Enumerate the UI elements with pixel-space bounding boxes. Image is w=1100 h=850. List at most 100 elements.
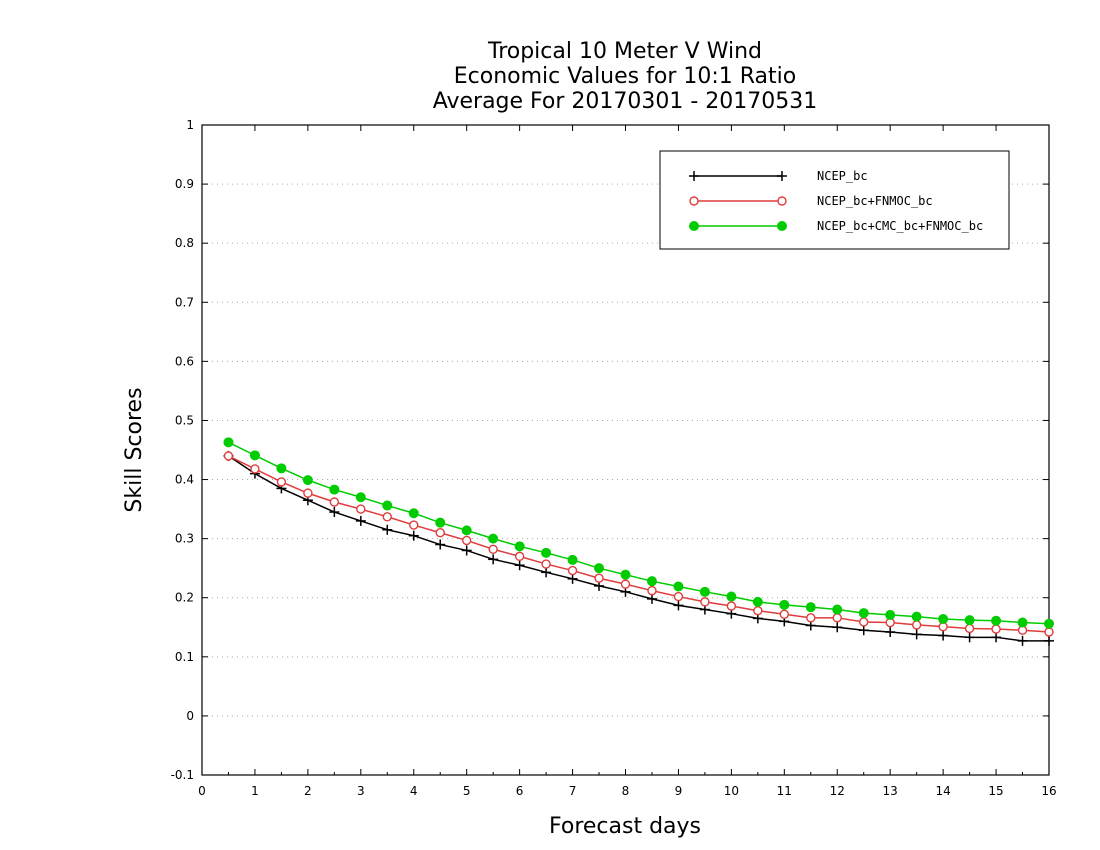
y-tick-label: 0.3 [175, 532, 194, 546]
data-point [832, 604, 843, 615]
data-point [223, 451, 234, 461]
data-point [303, 488, 313, 498]
data-point [858, 608, 869, 619]
legend-box [659, 150, 1010, 250]
data-point [805, 602, 816, 613]
data-point [514, 560, 525, 571]
data-point [991, 615, 1002, 626]
x-tick-label: 15 [988, 784, 1003, 798]
data-point [779, 609, 790, 619]
data-point [355, 515, 366, 526]
x-tick-label: 12 [830, 784, 845, 798]
x-tick-label: 3 [357, 784, 365, 798]
data-point [355, 492, 366, 503]
series-line [228, 455, 1050, 633]
data-point [752, 596, 763, 607]
data-point [276, 463, 287, 474]
y-tick-label: 0.2 [175, 591, 194, 605]
data-point [673, 581, 684, 592]
x-tick-label: 14 [935, 784, 950, 798]
legend-marker [689, 221, 699, 231]
x-tick-label: 13 [883, 784, 898, 798]
x-tick-label: 16 [1041, 784, 1056, 798]
data-point [435, 528, 445, 538]
x-axis-label: Forecast days [549, 814, 701, 839]
data-point [249, 450, 260, 461]
data-point [620, 569, 631, 580]
data-point [408, 530, 419, 541]
data-point [832, 613, 842, 623]
x-tick-label: 8 [622, 784, 630, 798]
legend-label: NCEP_bc+FNMOC_bc [817, 194, 933, 208]
data-point [329, 497, 340, 507]
y-tick-label: 0.4 [175, 473, 194, 487]
data-point [488, 554, 499, 565]
data-point [832, 622, 843, 633]
data-point [488, 533, 499, 544]
data-point [991, 624, 1001, 634]
legend-label: NCEP_bc [817, 169, 868, 183]
x-tick-label: 7 [569, 784, 577, 798]
legend-marker [777, 171, 787, 181]
x-tick-label: 6 [516, 784, 524, 798]
grid-lines [202, 183, 1049, 717]
data-point [250, 464, 260, 474]
data-point [461, 525, 472, 536]
y-tick-label: 0.1 [175, 650, 194, 664]
y-tick-label: 0.5 [175, 413, 194, 427]
y-tick-label: -0.1 [171, 768, 194, 782]
data-point [302, 475, 313, 486]
data-point [938, 630, 949, 641]
legend-item-3: NCEP_bc+CMC_bc+FNMOC_bc [689, 219, 983, 233]
data-point [382, 512, 392, 522]
data-point [964, 623, 975, 634]
data-point [911, 620, 922, 630]
y-tick-label: 0.9 [175, 177, 194, 191]
data-point [567, 554, 578, 565]
data-point [1044, 618, 1054, 629]
data-point [646, 576, 657, 587]
data-point [409, 520, 419, 530]
data-point [885, 609, 896, 620]
data-point [382, 500, 393, 511]
data-point [885, 627, 896, 637]
series-line [228, 455, 1049, 642]
legend-label: NCEP_bc+CMC_bc+FNMOC_bc [817, 219, 983, 233]
x-tick-label: 1 [251, 784, 259, 798]
data-point [726, 601, 737, 611]
data-point [223, 437, 234, 448]
data-point [779, 599, 790, 610]
data-point [911, 611, 922, 622]
legend-marker [689, 171, 699, 181]
data-point [567, 565, 578, 576]
y-axis-label: Skill Scores [122, 387, 147, 512]
series-line [228, 441, 1050, 625]
data-point [964, 615, 975, 626]
x-tick-label: 11 [777, 784, 792, 798]
y-tick-label: 1 [186, 118, 194, 132]
data-point [541, 567, 552, 578]
data-point [541, 559, 551, 569]
data-point [620, 579, 631, 589]
y-tick-label: 0.8 [175, 236, 194, 250]
data-point [726, 591, 737, 602]
y-tick-label: 0 [186, 709, 194, 723]
data-point [1044, 635, 1054, 646]
data-point [673, 600, 684, 611]
data-point [991, 632, 1002, 643]
legend-marker [689, 196, 699, 206]
data-point [382, 524, 393, 535]
x-tick-label: 4 [410, 784, 418, 798]
x-tick-label: 5 [463, 784, 471, 798]
series-1 [223, 450, 1054, 646]
data-point [1017, 635, 1028, 646]
y-tick-label: 0.6 [175, 354, 194, 368]
y-tick-label: 0.7 [175, 295, 194, 309]
legend: NCEP_bc NCEP_bc+FNMOC_bc NCEP_bc+CMC_bc+FN… [659, 150, 1010, 250]
data-point [435, 539, 446, 550]
data-point [541, 547, 552, 558]
legend-marker [777, 221, 787, 231]
x-tick-label: 10 [724, 784, 739, 798]
